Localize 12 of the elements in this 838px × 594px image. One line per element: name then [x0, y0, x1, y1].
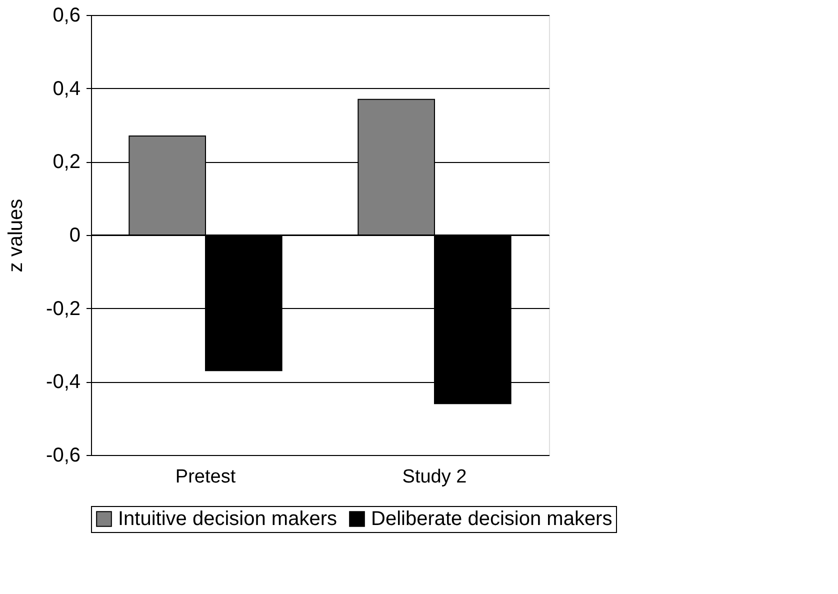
x-tick-label: Pretest — [175, 466, 236, 488]
x-tick-label: Study 2 — [402, 466, 467, 488]
y-tick-label: -0,2 — [46, 298, 80, 320]
legend-label: Intuitive decision makers — [118, 508, 337, 530]
y-axis-title: z values — [5, 198, 28, 272]
y-tick-label: 0 — [69, 224, 80, 246]
y-tick-label: 0,6 — [52, 4, 80, 26]
legend-label: Deliberate decision makers — [371, 508, 612, 530]
y-tick-label: -0,4 — [46, 371, 80, 394]
y-tick-label: 0,4 — [52, 78, 80, 100]
y-tick-label: 0,2 — [52, 151, 80, 174]
y-tick-label: -0,6 — [46, 444, 80, 466]
